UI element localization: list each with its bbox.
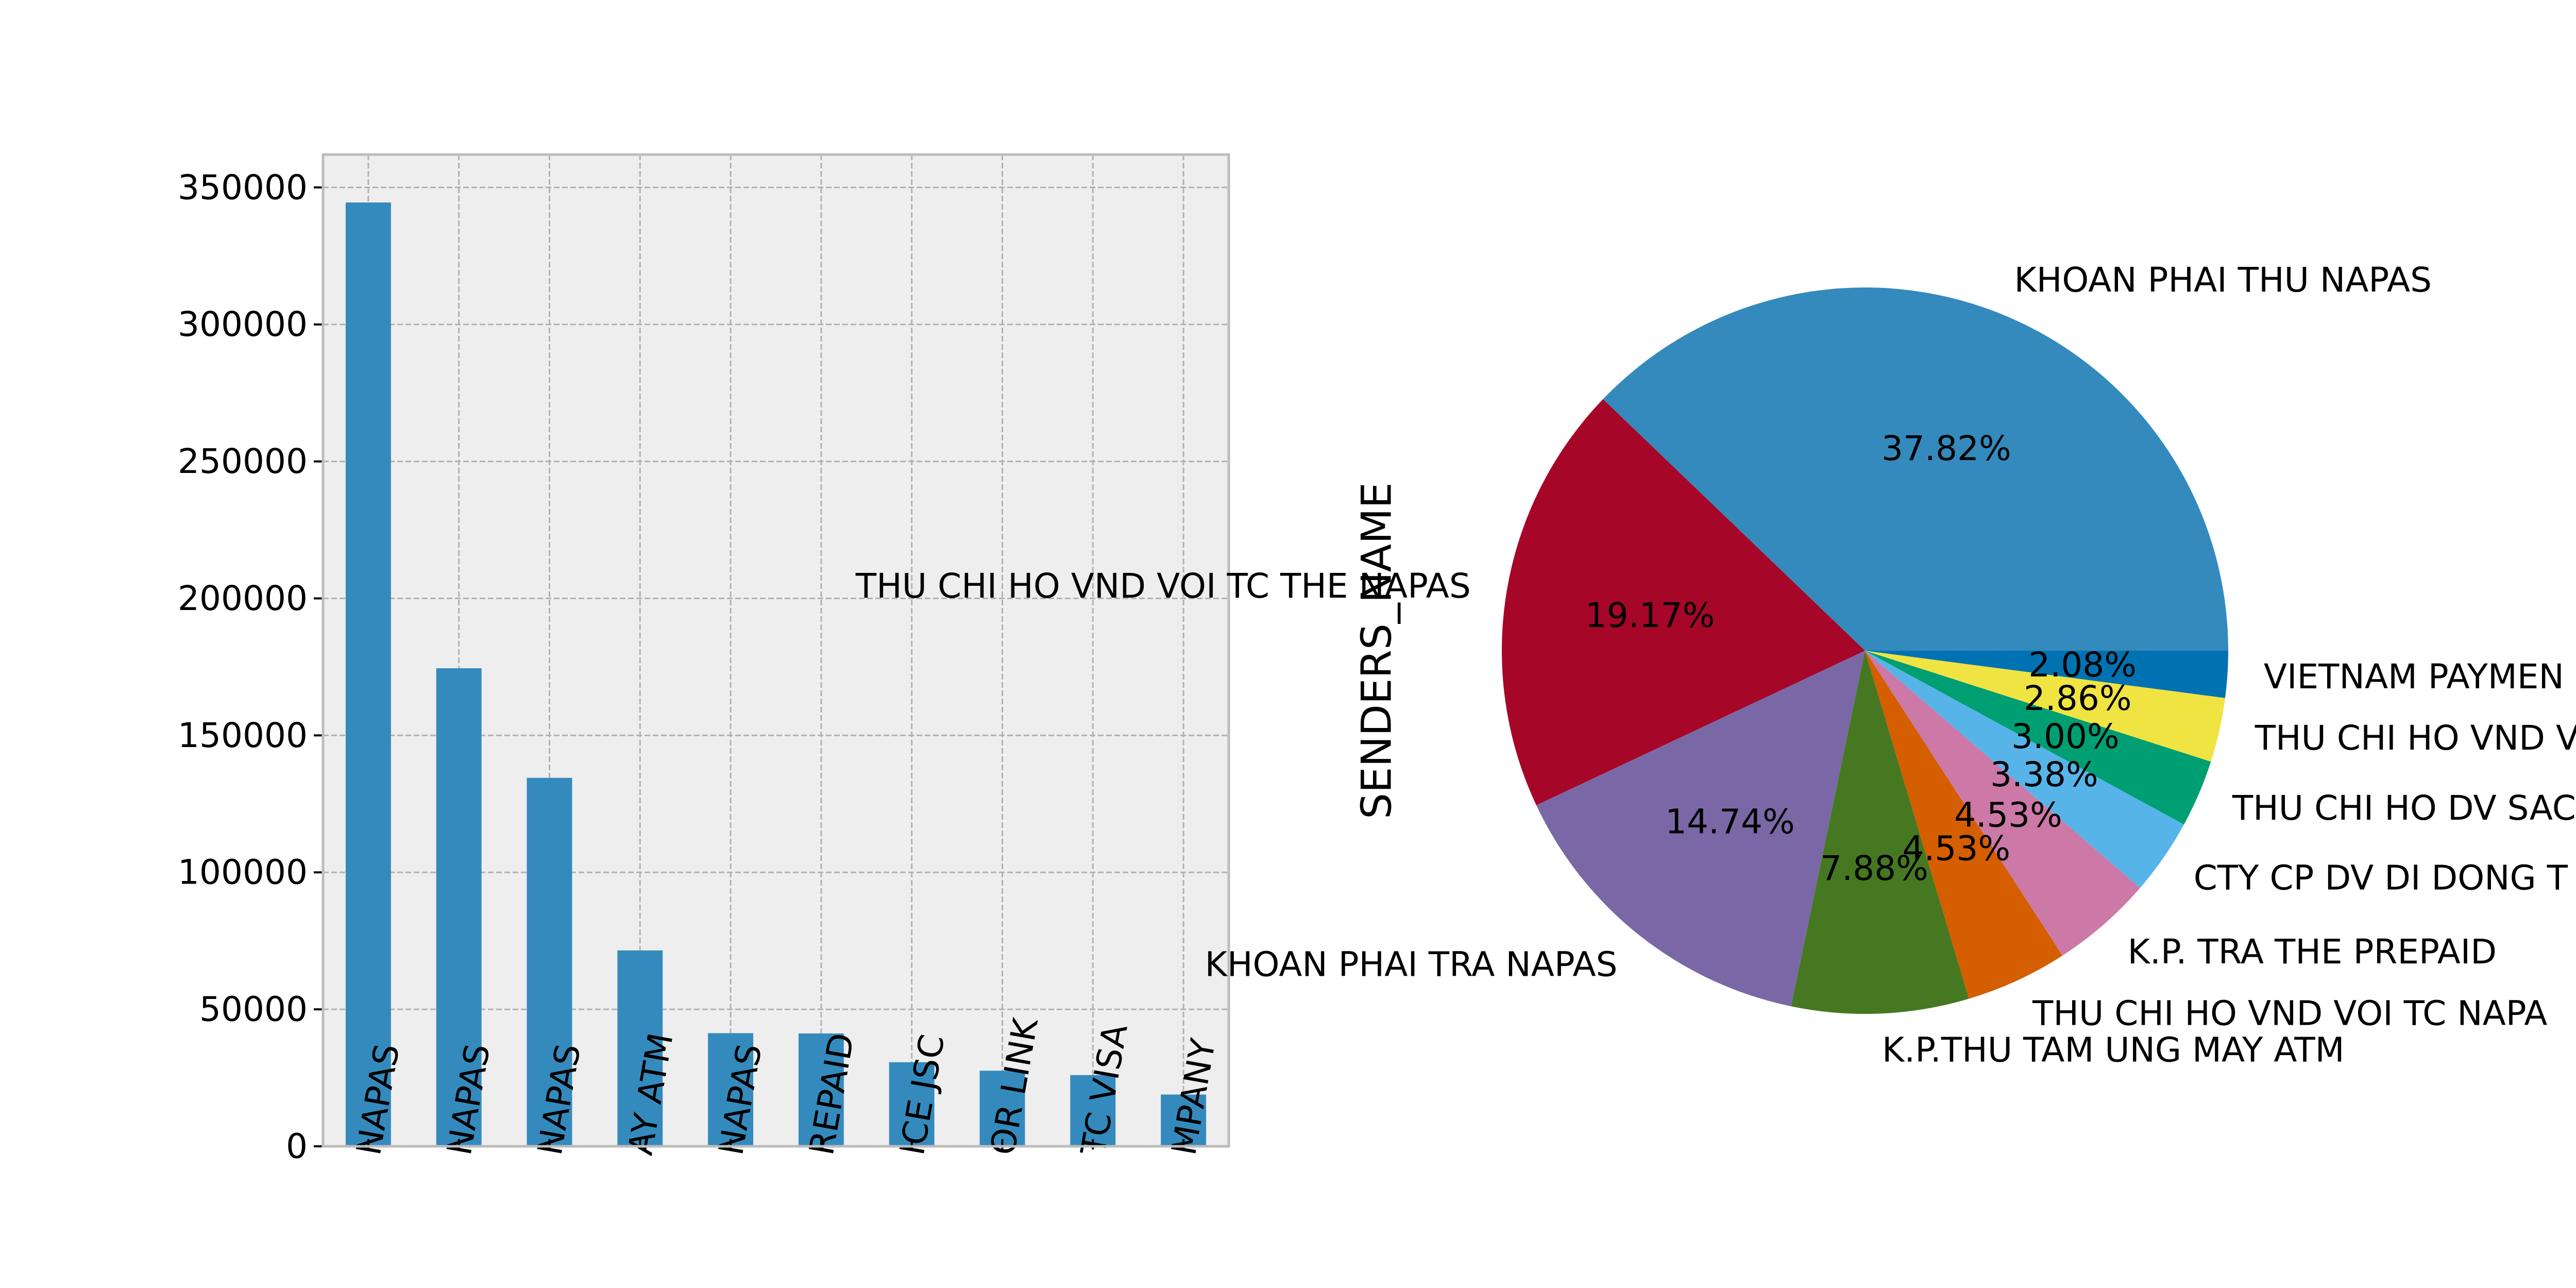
pie-label: KHOAN PHAI THU NAPAS: [2014, 260, 2432, 300]
pie-y-axis-label: SENDERS_NAME: [1353, 482, 1401, 819]
pie-label: KHOAN PHAI TRA NAPAS: [1205, 944, 1618, 984]
y-tick-label: 100000: [178, 853, 308, 892]
pie-percent-label: 3.38%: [1990, 755, 2098, 794]
pie-label: K.P.THU TAM UNG MAY ATM: [1882, 1030, 2345, 1070]
y-tick-label: 300000: [178, 304, 308, 344]
pie-slice: [1865, 651, 2141, 956]
pie-slice: [1865, 651, 2184, 888]
pie-chart: KHOAN PHAI THU NAPAS 37.82% THU CHI HO VND…: [855, 260, 2576, 1070]
y-tick-label: 250000: [178, 442, 308, 481]
bar-chart: 0 50000 100000 150000 200000 250000 300000 3500…: [178, 153, 1230, 1166]
pie-slice: [1865, 651, 2211, 825]
pie-slice: [1791, 651, 1969, 1014]
pie-percent-label: 19.17%: [1585, 596, 1715, 635]
pie-label: VIETNAM PAYMEN: [2264, 657, 2564, 697]
bar: [708, 1033, 754, 1146]
pie-percent-label: 7.88%: [1820, 849, 1928, 888]
bar: [889, 1062, 935, 1146]
bar: [798, 1033, 844, 1146]
pie-label: THU CHI HO VND V: [2255, 718, 2576, 758]
bar: [345, 202, 391, 1147]
bar: [1161, 1094, 1207, 1146]
y-tick-label: 350000: [178, 167, 308, 207]
pie-percent-label: 14.74%: [1665, 802, 1795, 842]
pie-slice: [1865, 651, 2225, 762]
bar: [1070, 1075, 1116, 1146]
pie-label: THU CHI HO VND VOI TC NAPA: [2032, 994, 2547, 1033]
bar: [617, 950, 663, 1146]
pie-slice: [1502, 399, 1865, 806]
pie-slice: [1603, 287, 2228, 651]
pie-percent-label: 3.00%: [2011, 717, 2120, 756]
pie-slice: [1865, 651, 2063, 999]
pie-percent-label: 2.08%: [2028, 645, 2137, 685]
pie-label: THU CHI HO VND VOI TC THE NAPAS: [855, 566, 1471, 606]
pie-label: CTY CP DV DI DONG T: [2194, 858, 2568, 898]
bar: [436, 668, 482, 1146]
pie-percent-label: 37.82%: [1882, 429, 2011, 468]
y-tick-label: 200000: [178, 579, 308, 618]
pie-percent-label: 4.53%: [1954, 795, 2062, 835]
pie-percent-label: 2.86%: [2024, 679, 2132, 718]
pie-percent-label: 4.53%: [1902, 829, 2010, 869]
bar: [979, 1071, 1025, 1146]
pie-slice: [1865, 651, 2228, 698]
pie-label: THU CHI HO DV SAC: [2232, 788, 2576, 828]
bar: [527, 777, 572, 1146]
pie-label: K.P. TRA THE PREPAID: [2128, 932, 2497, 972]
y-tick-label: 150000: [178, 716, 308, 755]
y-tick-label: 0: [286, 1127, 308, 1166]
y-tick-label: 50000: [199, 990, 308, 1029]
plot-frame: [321, 153, 1230, 1148]
pie-slice: [1536, 651, 1865, 1007]
